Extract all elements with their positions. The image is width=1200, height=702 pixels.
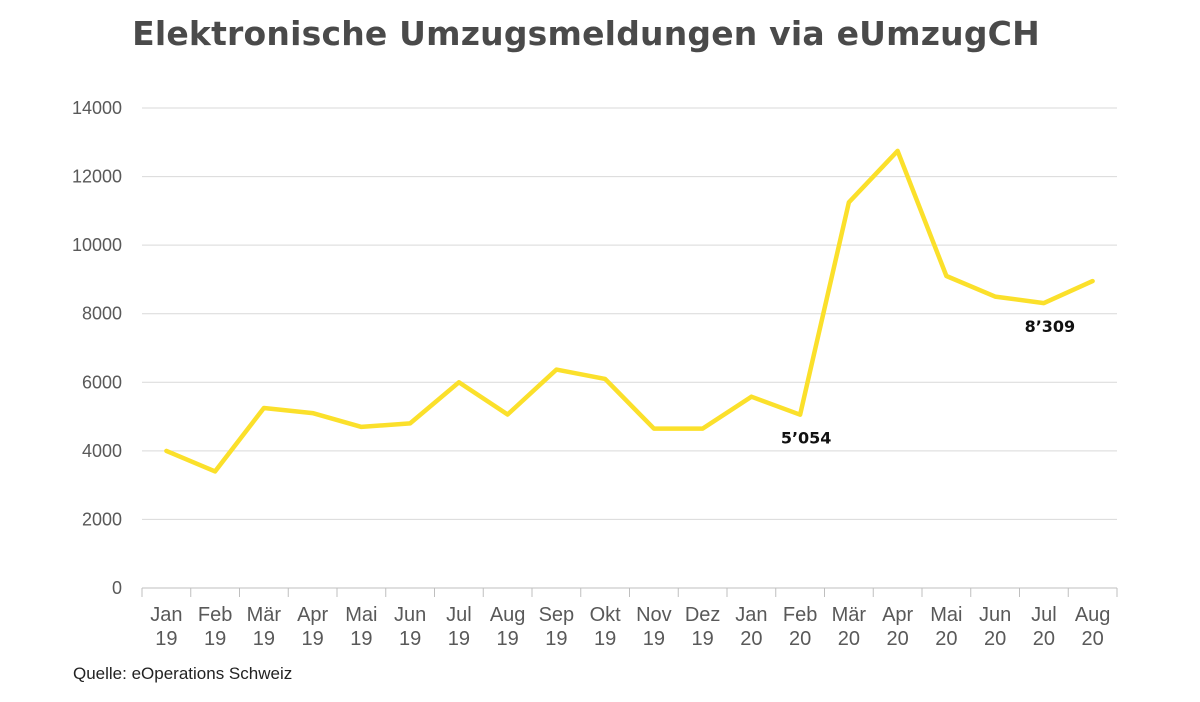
y-tick-label: 6000 (82, 372, 122, 392)
y-tick-label: 14000 (72, 98, 122, 118)
data-label: 8’309 (1025, 317, 1076, 336)
x-tick-year: 20 (789, 628, 811, 650)
series-line (164, 148, 1095, 474)
data-point (408, 421, 412, 425)
data-point (213, 469, 217, 473)
x-tick-year: 20 (887, 628, 909, 650)
x-tick-month: Apr (297, 604, 328, 626)
x-tick-month: Mär (247, 604, 282, 626)
x-tick-year: 19 (155, 628, 177, 650)
series (164, 148, 1095, 474)
x-tick-month: Sep (539, 604, 575, 626)
x-tick-month: Dez (685, 604, 721, 626)
x-tick-month: Mai (345, 604, 377, 626)
y-tick-label: 0 (112, 578, 122, 598)
x-tick-year: 20 (1033, 628, 1055, 650)
data-point (554, 368, 558, 372)
x-tick-year: 19 (448, 628, 470, 650)
x-tick-month: Feb (198, 604, 232, 626)
x-tick-month: Jun (979, 604, 1011, 626)
data-point (457, 380, 461, 384)
x-tick-month: Aug (1075, 604, 1111, 626)
x-tick-month: Okt (590, 604, 622, 626)
x-tick-year: 19 (594, 628, 616, 650)
x-tick-year: 20 (984, 628, 1006, 650)
x-tick-month: Aug (490, 604, 526, 626)
y-axis-ticks: 0 2000 4000 6000 8000 10000 12000 14000 (72, 98, 122, 598)
x-axis-ticks: Jan19Feb19Mär19Apr19Mai19Jun19Jul19Aug19… (150, 604, 1110, 650)
x-tick-year: 19 (497, 628, 519, 650)
x-tick-month: Jul (446, 604, 472, 626)
data-point (652, 427, 656, 431)
x-tick-year: 19 (204, 628, 226, 650)
gridlines (142, 107, 1117, 520)
source-note: Quelle: eOperations Schweiz (73, 664, 293, 683)
data-point (749, 395, 753, 399)
data-point (506, 413, 510, 417)
x-tick-year: 19 (545, 628, 567, 650)
x-tick-year: 19 (302, 628, 324, 650)
data-label: 5’054 (781, 429, 832, 448)
data-point (701, 427, 705, 431)
x-tick-year: 19 (253, 628, 275, 650)
data-point (262, 406, 266, 410)
y-tick-label: 10000 (72, 235, 122, 255)
data-point (164, 449, 168, 453)
x-tick-month: Jan (735, 604, 767, 626)
x-tick-year: 20 (740, 628, 762, 650)
data-point (896, 149, 900, 153)
data-point (311, 411, 315, 415)
x-tick-month: Mär (832, 604, 867, 626)
x-tick-year: 20 (1082, 628, 1104, 650)
x-tick-month: Mai (930, 604, 962, 626)
data-point (1042, 301, 1046, 305)
y-tick-label: 12000 (72, 167, 122, 187)
x-tick-year: 19 (643, 628, 665, 650)
x-axis (141, 587, 1118, 597)
data-point (847, 200, 851, 204)
x-tick-year: 19 (692, 628, 714, 650)
x-tick-year: 19 (399, 628, 421, 650)
x-tick-year: 20 (838, 628, 860, 650)
data-point (944, 274, 948, 278)
chart-title: Elektronische Umzugsmeldungen via eUmzug… (132, 14, 1040, 53)
data-labels: 5’054 8’309 (781, 317, 1075, 448)
y-tick-label: 2000 (82, 509, 122, 529)
data-point (1091, 279, 1095, 283)
data-point (603, 377, 607, 381)
data-point (993, 295, 997, 299)
data-point (798, 413, 802, 417)
x-tick-month: Jul (1031, 604, 1057, 626)
x-tick-month: Nov (636, 604, 672, 626)
x-tick-month: Jan (150, 604, 182, 626)
x-tick-month: Jun (394, 604, 426, 626)
x-tick-year: 20 (935, 628, 957, 650)
x-tick-year: 19 (350, 628, 372, 650)
data-point (359, 425, 363, 429)
x-tick-month: Apr (882, 604, 913, 626)
x-tick-month: Feb (783, 604, 817, 626)
y-tick-label: 8000 (82, 304, 122, 324)
y-tick-label: 4000 (82, 441, 122, 461)
